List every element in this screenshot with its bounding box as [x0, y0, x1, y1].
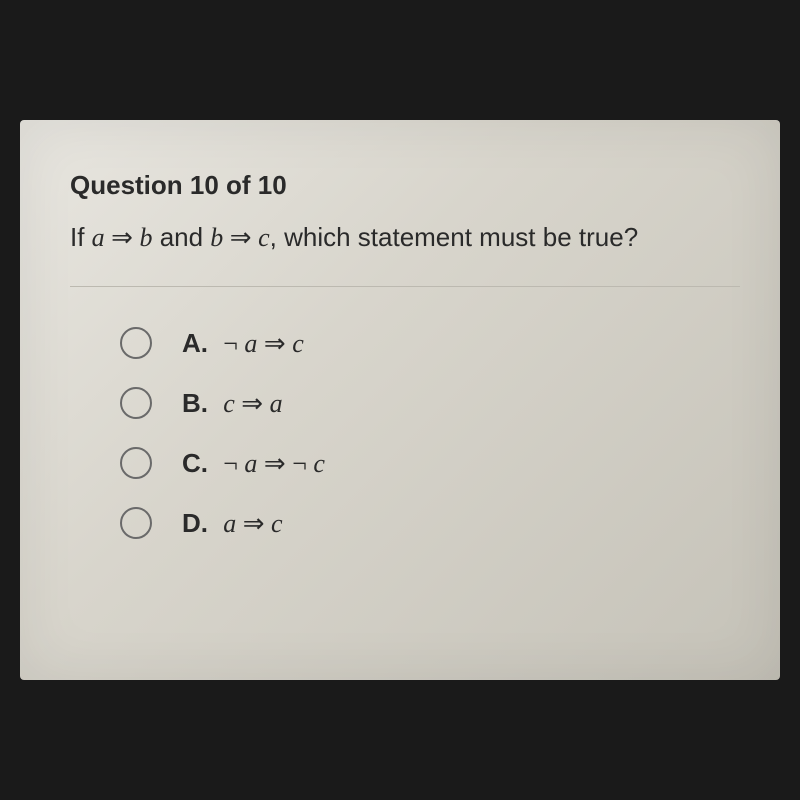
radio-icon[interactable] — [120, 327, 152, 359]
option-letter: C. — [182, 448, 208, 478]
option-label: B. c ⇒ a — [182, 388, 283, 419]
prompt-var-c: c — [258, 223, 270, 252]
prompt-var-b2: b — [210, 223, 223, 252]
question-header: Question 10 of 10 — [70, 170, 740, 201]
implies-icon: ⇒ — [105, 223, 140, 252]
option-var: a — [244, 329, 257, 358]
option-c[interactable]: C. ¬ a ⇒ ¬ c — [120, 447, 740, 479]
option-a[interactable]: A. ¬ a ⇒ c — [120, 327, 740, 359]
radio-icon[interactable] — [120, 387, 152, 419]
option-var: a — [270, 389, 283, 418]
option-letter: B. — [182, 388, 208, 418]
option-d[interactable]: D. a ⇒ c — [120, 507, 740, 539]
question-prompt: If a ⇒ b and b ⇒ c, which statement must… — [70, 219, 740, 256]
implies-icon: ⇒ — [236, 509, 271, 538]
option-var: c — [271, 509, 283, 538]
not-icon: ¬ — [223, 329, 244, 358]
not-icon: ¬ — [292, 449, 313, 478]
prompt-var-a: a — [92, 223, 105, 252]
prompt-var-b: b — [139, 223, 152, 252]
option-label: A. ¬ a ⇒ c — [182, 328, 304, 359]
implies-icon: ⇒ — [257, 449, 292, 478]
option-letter: D. — [182, 508, 208, 538]
implies-icon: ⇒ — [235, 389, 270, 418]
option-var: c — [292, 329, 304, 358]
option-label: D. a ⇒ c — [182, 508, 283, 539]
prompt-text: , which statement must be true? — [270, 222, 639, 252]
option-b[interactable]: B. c ⇒ a — [120, 387, 740, 419]
option-label: C. ¬ a ⇒ ¬ c — [182, 448, 325, 479]
radio-icon[interactable] — [120, 447, 152, 479]
option-letter: A. — [182, 328, 208, 358]
not-icon: ¬ — [223, 449, 244, 478]
divider — [70, 286, 740, 287]
prompt-text: If — [70, 222, 92, 252]
quiz-screen: Question 10 of 10 If a ⇒ b and b ⇒ c, wh… — [20, 120, 780, 680]
prompt-text: and — [152, 222, 210, 252]
option-var: c — [313, 449, 325, 478]
options-list: A. ¬ a ⇒ c B. c ⇒ a C. ¬ a ⇒ ¬ c D. a ⇒ … — [70, 327, 740, 539]
option-var: a — [223, 509, 236, 538]
option-var: a — [244, 449, 257, 478]
radio-icon[interactable] — [120, 507, 152, 539]
implies-icon: ⇒ — [223, 223, 258, 252]
option-var: c — [223, 389, 235, 418]
implies-icon: ⇒ — [257, 329, 292, 358]
